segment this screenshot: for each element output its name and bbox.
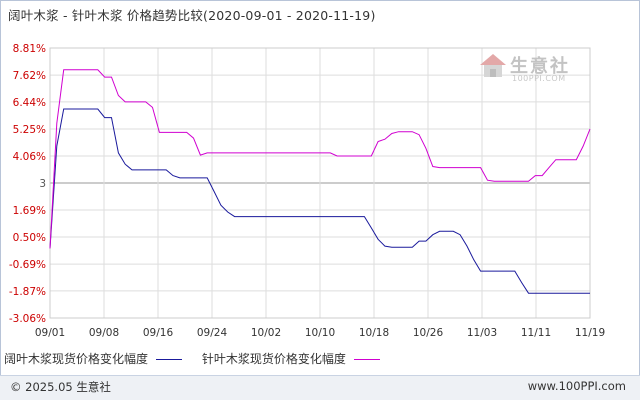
x-tick-label: 10/18	[359, 327, 389, 339]
chart-title: 阔叶木浆 - 针叶木浆 价格趋势比较(2020-09-01 - 2020-11-…	[8, 8, 376, 23]
y-tick-label: 1.69%	[13, 205, 46, 217]
series-lines	[49, 69, 591, 294]
logo-url: 100PPI.COM	[512, 74, 566, 83]
x-tick-label: 09/08	[89, 327, 119, 339]
footer-bar	[0, 375, 640, 400]
y-tick-label: -1.87%	[9, 286, 46, 298]
chart-legend: 阔叶木浆现货价格变化幅度 针叶木浆现货价格变化幅度	[4, 350, 396, 367]
legend-item-hardwood: 阔叶木浆现货价格变化幅度	[4, 350, 188, 367]
plot-border	[49, 47, 591, 319]
x-tick-label: 09/16	[143, 327, 174, 339]
legend-label-hardwood: 阔叶木浆现货价格变化幅度	[4, 352, 149, 366]
grid-lines	[49, 47, 591, 319]
y-tick-label: 3	[39, 178, 46, 190]
x-tick-label: 09/01	[35, 327, 65, 339]
x-tick-label: 11/03	[467, 327, 497, 339]
x-tick-label: 11/11	[521, 327, 551, 339]
legend-swatch-softwood	[353, 359, 380, 360]
copyright-text: © 2025.05 生意社	[10, 380, 111, 394]
watermark-logo: 生意社 100PPI.COM	[478, 52, 568, 84]
y-tick-label: 4.06%	[13, 151, 46, 163]
y-tick-label: 8.81%	[13, 43, 46, 55]
y-tick-label: 0.50%	[13, 232, 46, 244]
y-tick-label: -3.06%	[9, 313, 46, 325]
legend-label-softwood: 针叶木浆现货价格变化幅度	[201, 352, 346, 366]
series-line-hardwood	[49, 108, 590, 294]
x-tick-label: 10/02	[251, 327, 281, 339]
y-tick-label: 6.44%	[13, 97, 46, 109]
x-tick-label: 09/24	[197, 327, 228, 339]
logo-name: 生意社	[510, 56, 570, 77]
x-tick-label: 10/26	[413, 327, 444, 339]
legend-swatch-hardwood	[156, 359, 183, 360]
y-tick-label: 5.25%	[13, 124, 46, 136]
axis-ticks: 8.81% 7.62% 6.44% 5.25% 4.06% 3 1.69% 0.50% -0.6…	[9, 43, 605, 339]
y-tick-label: 7.62%	[13, 70, 46, 82]
legend-item-softwood: 针叶木浆现货价格变化幅度	[202, 350, 386, 367]
site-link[interactable]: www.100PPI.com	[527, 379, 626, 393]
x-tick-label: 10/10	[305, 327, 335, 339]
y-tick-label: -0.69%	[9, 259, 46, 271]
series-line-softwood	[49, 69, 591, 249]
x-tick-label: 11/19	[575, 327, 605, 339]
house-icon	[480, 54, 506, 77]
